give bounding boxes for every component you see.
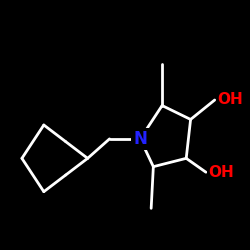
Text: OH: OH (217, 92, 243, 108)
Text: OH: OH (208, 165, 234, 180)
Text: N: N (133, 130, 147, 148)
